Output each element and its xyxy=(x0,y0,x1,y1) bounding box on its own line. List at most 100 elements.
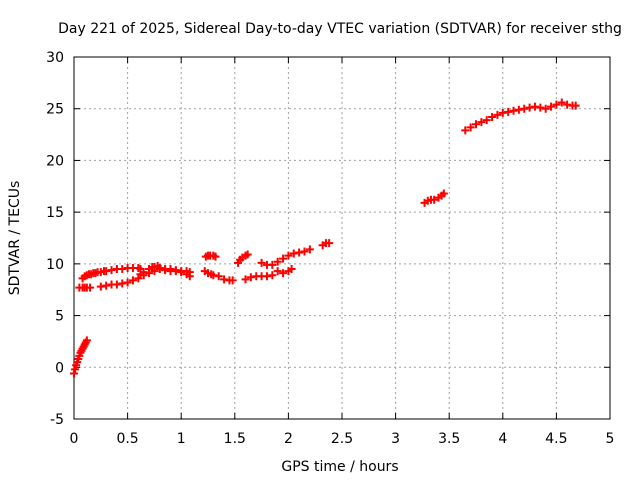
x-tick-label: 0 xyxy=(70,431,79,447)
y-tick-label: -5 xyxy=(50,412,64,428)
data-point xyxy=(509,106,518,115)
data-point xyxy=(536,103,545,112)
data-point xyxy=(273,257,282,266)
y-tick-label: 0 xyxy=(55,360,64,376)
series-arc3 xyxy=(75,283,95,292)
series-arc10 xyxy=(257,245,314,269)
y-tick-label: 30 xyxy=(46,50,64,66)
data-point xyxy=(504,107,513,116)
data-point xyxy=(102,281,111,290)
x-tick-label: 2 xyxy=(284,431,293,447)
x-tick-label: 4 xyxy=(498,431,507,447)
data-point xyxy=(279,254,288,263)
data-point xyxy=(86,283,95,292)
data-point xyxy=(123,278,132,287)
data-point xyxy=(209,271,218,280)
data-point xyxy=(289,249,298,258)
series-arc6 xyxy=(201,251,220,261)
data-point xyxy=(177,268,186,277)
data-point xyxy=(279,269,288,278)
series-arc11 xyxy=(273,265,296,278)
data-point xyxy=(530,102,539,111)
data-point xyxy=(243,250,252,259)
data-point xyxy=(472,120,480,129)
y-tick-label: 25 xyxy=(46,102,64,118)
data-point xyxy=(82,336,91,345)
data-point xyxy=(571,101,580,110)
data-point xyxy=(305,245,314,254)
y-axis-label: SDTVAR / TECUs xyxy=(7,181,23,296)
data-point xyxy=(300,247,309,256)
x-axis-ticks: 0 0.5 1 1.5 2 2.5 3 3.5 4 4.5 5 xyxy=(70,57,615,447)
data-point xyxy=(171,267,180,276)
y-tick-label: 10 xyxy=(46,257,64,273)
x-tick-label: 1 xyxy=(177,431,186,447)
data-point xyxy=(552,100,561,109)
data-point xyxy=(295,248,304,257)
chart-title: Day 221 of 2025, Sidereal Day-to-day VTE… xyxy=(58,21,622,37)
data-point xyxy=(241,275,250,284)
series-arc9 xyxy=(241,271,277,284)
data-point xyxy=(96,282,105,291)
series-arc13 xyxy=(420,189,448,207)
data-point xyxy=(139,268,148,277)
y-tick-label: 20 xyxy=(46,153,64,169)
data-point xyxy=(112,280,121,289)
data-point xyxy=(128,276,137,285)
data-point xyxy=(466,123,475,132)
x-tick-label: 3.5 xyxy=(438,431,460,447)
data-points xyxy=(70,98,580,378)
data-point xyxy=(525,103,534,112)
series-arc12 xyxy=(318,239,334,250)
x-tick-label: 3 xyxy=(391,431,400,447)
data-point xyxy=(71,365,80,374)
data-point xyxy=(461,126,470,135)
data-point xyxy=(273,267,282,276)
data-point xyxy=(102,267,111,276)
data-point xyxy=(557,98,566,107)
y-tick-label: 5 xyxy=(55,309,64,325)
data-point xyxy=(325,239,334,248)
data-point xyxy=(520,104,529,113)
data-point xyxy=(257,258,266,267)
data-point xyxy=(439,189,448,198)
data-point xyxy=(493,110,502,119)
data-point xyxy=(185,272,194,281)
data-point xyxy=(161,266,170,275)
x-tick-label: 5 xyxy=(606,431,615,447)
x-tick-label: 2.5 xyxy=(331,431,353,447)
data-point xyxy=(498,108,507,117)
data-point xyxy=(488,112,497,121)
y-axis-ticks: -5 0 5 10 15 20 25 30 xyxy=(46,50,610,428)
data-point xyxy=(284,251,293,260)
series-arc7 xyxy=(200,267,237,285)
data-point xyxy=(246,273,255,282)
data-point xyxy=(541,104,550,113)
data-point xyxy=(155,263,164,272)
data-point xyxy=(214,272,223,281)
data-point xyxy=(514,105,523,114)
series-arc1 xyxy=(70,336,91,378)
data-point xyxy=(118,279,127,288)
data-point xyxy=(70,369,78,378)
data-point xyxy=(430,195,439,204)
data-point xyxy=(118,265,127,274)
data-point xyxy=(477,118,486,127)
data-point xyxy=(211,252,220,261)
series-arc14 xyxy=(461,98,580,135)
data-point xyxy=(134,274,143,283)
data-point xyxy=(220,275,229,284)
series-arc8 xyxy=(234,250,252,267)
data-point xyxy=(228,276,237,285)
data-point xyxy=(107,266,116,275)
data-point xyxy=(563,100,572,109)
data-point xyxy=(262,272,271,281)
x-axis-label: GPS time / hours xyxy=(281,459,398,475)
series-arc5 xyxy=(136,261,194,281)
data-point xyxy=(482,116,491,125)
x-tick-label: 1.5 xyxy=(224,431,246,447)
x-tick-label: 4.5 xyxy=(545,431,567,447)
x-tick-label: 0.5 xyxy=(116,431,138,447)
data-point xyxy=(287,265,296,274)
